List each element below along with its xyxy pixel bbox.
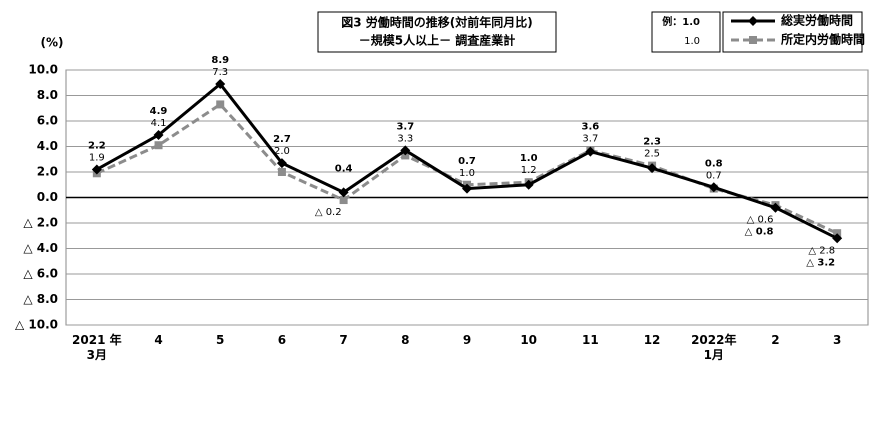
- data-label: 3.6: [582, 121, 600, 132]
- data-label: 8.9: [211, 55, 229, 66]
- x-tick-label: 10: [520, 333, 538, 347]
- example-normal: 1.0: [684, 36, 700, 47]
- y-tick-label: 6.0: [37, 114, 58, 128]
- data-label: 2.7: [273, 134, 291, 145]
- data-label: 2.3: [643, 137, 661, 148]
- x-tick-label: 2022年 1月: [691, 333, 737, 362]
- marker: [708, 182, 719, 193]
- data-label: 2.2: [88, 140, 106, 151]
- marker: [339, 196, 348, 205]
- example-bold: 例：1.0: [662, 15, 700, 28]
- y-tick-label: △ 8.0: [23, 292, 58, 306]
- marker: [833, 229, 842, 238]
- y-tick-label: △ 6.0: [23, 267, 58, 281]
- legend-label: 所定内労働時間: [781, 32, 865, 47]
- x-tick-label: 6: [277, 333, 287, 347]
- chart-title: 図3 労働時間の推移(対前年同月比): [341, 15, 533, 30]
- data-label: 2.0: [274, 146, 290, 157]
- chart-subtitle: －規模5人以上－ 調査産業計: [359, 33, 516, 48]
- legend-box: [722, 11, 863, 53]
- marker: [338, 187, 349, 198]
- x-tick-label: 7: [339, 333, 348, 347]
- marker: [401, 151, 410, 160]
- x-tick-label: 9: [462, 333, 472, 347]
- data-label: 3.3: [397, 133, 413, 144]
- legend-marker: [749, 36, 757, 44]
- data-label: 0.7: [706, 170, 722, 181]
- x-tick-label: 2: [771, 333, 780, 347]
- data-label: △ 0.2: [315, 207, 342, 218]
- data-label: △ 2.8: [808, 245, 835, 256]
- marker: [276, 158, 287, 169]
- marker: [400, 145, 411, 156]
- data-label: 3.7: [582, 133, 598, 144]
- legend-marker: [748, 16, 758, 26]
- marker: [154, 141, 163, 150]
- y-tick-label: 8.0: [37, 88, 58, 102]
- legend-label: 総実労働時間: [781, 13, 853, 28]
- marker: [832, 233, 843, 244]
- x-tick-label: 5: [216, 333, 225, 347]
- data-label: 2.5: [644, 149, 660, 160]
- data-label: 0.7: [458, 156, 476, 167]
- data-label: 1.0: [459, 168, 475, 179]
- data-label: 0.8: [705, 158, 723, 169]
- example-box: [651, 11, 721, 53]
- x-tick-label: 4: [154, 333, 163, 347]
- data-label: 4.1: [151, 118, 167, 129]
- marker: [277, 168, 286, 176]
- y-tick-label: 10.0: [28, 63, 58, 77]
- data-label: 0.4: [335, 163, 353, 174]
- marker: [462, 183, 472, 194]
- data-label: 1.0: [520, 153, 538, 164]
- marker: [770, 202, 781, 213]
- y-tick-label: 4.0: [37, 139, 58, 153]
- x-tick-label: 8: [401, 333, 410, 347]
- data-label: 4.9: [150, 106, 168, 117]
- marker: [523, 179, 534, 190]
- y-axis-label: (%): [41, 36, 64, 50]
- data-label: 1.9: [89, 152, 105, 163]
- data-label: △ 0.8: [745, 227, 774, 238]
- y-tick-label: 0.0: [37, 190, 58, 204]
- marker: [585, 146, 596, 157]
- data-label: △ 3.2: [806, 257, 835, 268]
- marker: [216, 100, 225, 109]
- marker: [647, 163, 658, 174]
- marker: [215, 79, 226, 90]
- marker: [153, 130, 164, 141]
- x-tick-label: 11: [582, 333, 599, 347]
- data-label: △ 0.6: [747, 215, 774, 226]
- data-label: 1.2: [521, 165, 537, 176]
- y-tick-label: △ 4.0: [23, 241, 58, 255]
- title-box: [317, 11, 557, 53]
- x-tick-label: 2021 年 3月: [72, 333, 122, 362]
- data-label: 7.3: [212, 67, 228, 78]
- y-tick-label: △ 10.0: [15, 318, 58, 332]
- x-tick-label: 3: [832, 333, 842, 347]
- data-label: 3.7: [396, 121, 414, 132]
- y-tick-label: 2.0: [37, 165, 58, 179]
- y-tick-label: △ 2.0: [23, 216, 58, 230]
- marker: [91, 164, 102, 175]
- x-tick-label: 12: [643, 333, 661, 347]
